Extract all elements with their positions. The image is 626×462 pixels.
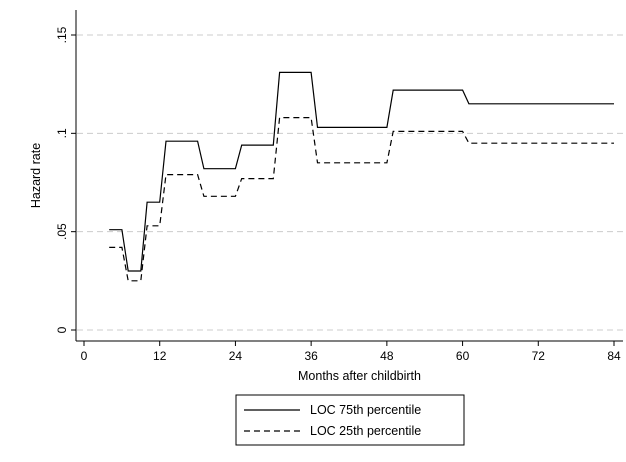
x-tick-label: 84 (607, 349, 621, 363)
legend-label-loc-75th: LOC 75th percentile (310, 403, 421, 417)
x-tick-label: 24 (229, 349, 243, 363)
series-line-loc-25th (109, 116, 614, 282)
y-tick-label: .1 (55, 128, 69, 138)
x-tick-label: 60 (456, 349, 470, 363)
x-tick-label: 48 (380, 349, 394, 363)
y-axis-title: Hazard rate (29, 143, 43, 208)
x-tick-label: 0 (81, 349, 88, 363)
x-tick-label: 36 (304, 349, 318, 363)
y-ticks: 0 .05 .1 .15 (55, 26, 76, 333)
series (109, 71, 614, 282)
gridlines (77, 34, 623, 331)
x-ticks: 0 12 24 36 48 60 72 84 (81, 341, 621, 363)
y-tick-label: 0 (55, 326, 69, 333)
legend-box (235, 394, 465, 446)
y-tick-label: .15 (55, 26, 69, 43)
legend: LOC 75th percentile LOC 25th percentile (235, 394, 465, 446)
series-line-loc-75th (109, 71, 614, 272)
y-tick-label: .05 (55, 223, 69, 240)
x-axis-title: Months after childbirth (298, 369, 421, 383)
x-tick-label: 72 (532, 349, 546, 363)
x-tick-label: 12 (153, 349, 167, 363)
axes (75, 10, 623, 342)
legend-label-loc-25th: LOC 25th percentile (310, 424, 421, 438)
